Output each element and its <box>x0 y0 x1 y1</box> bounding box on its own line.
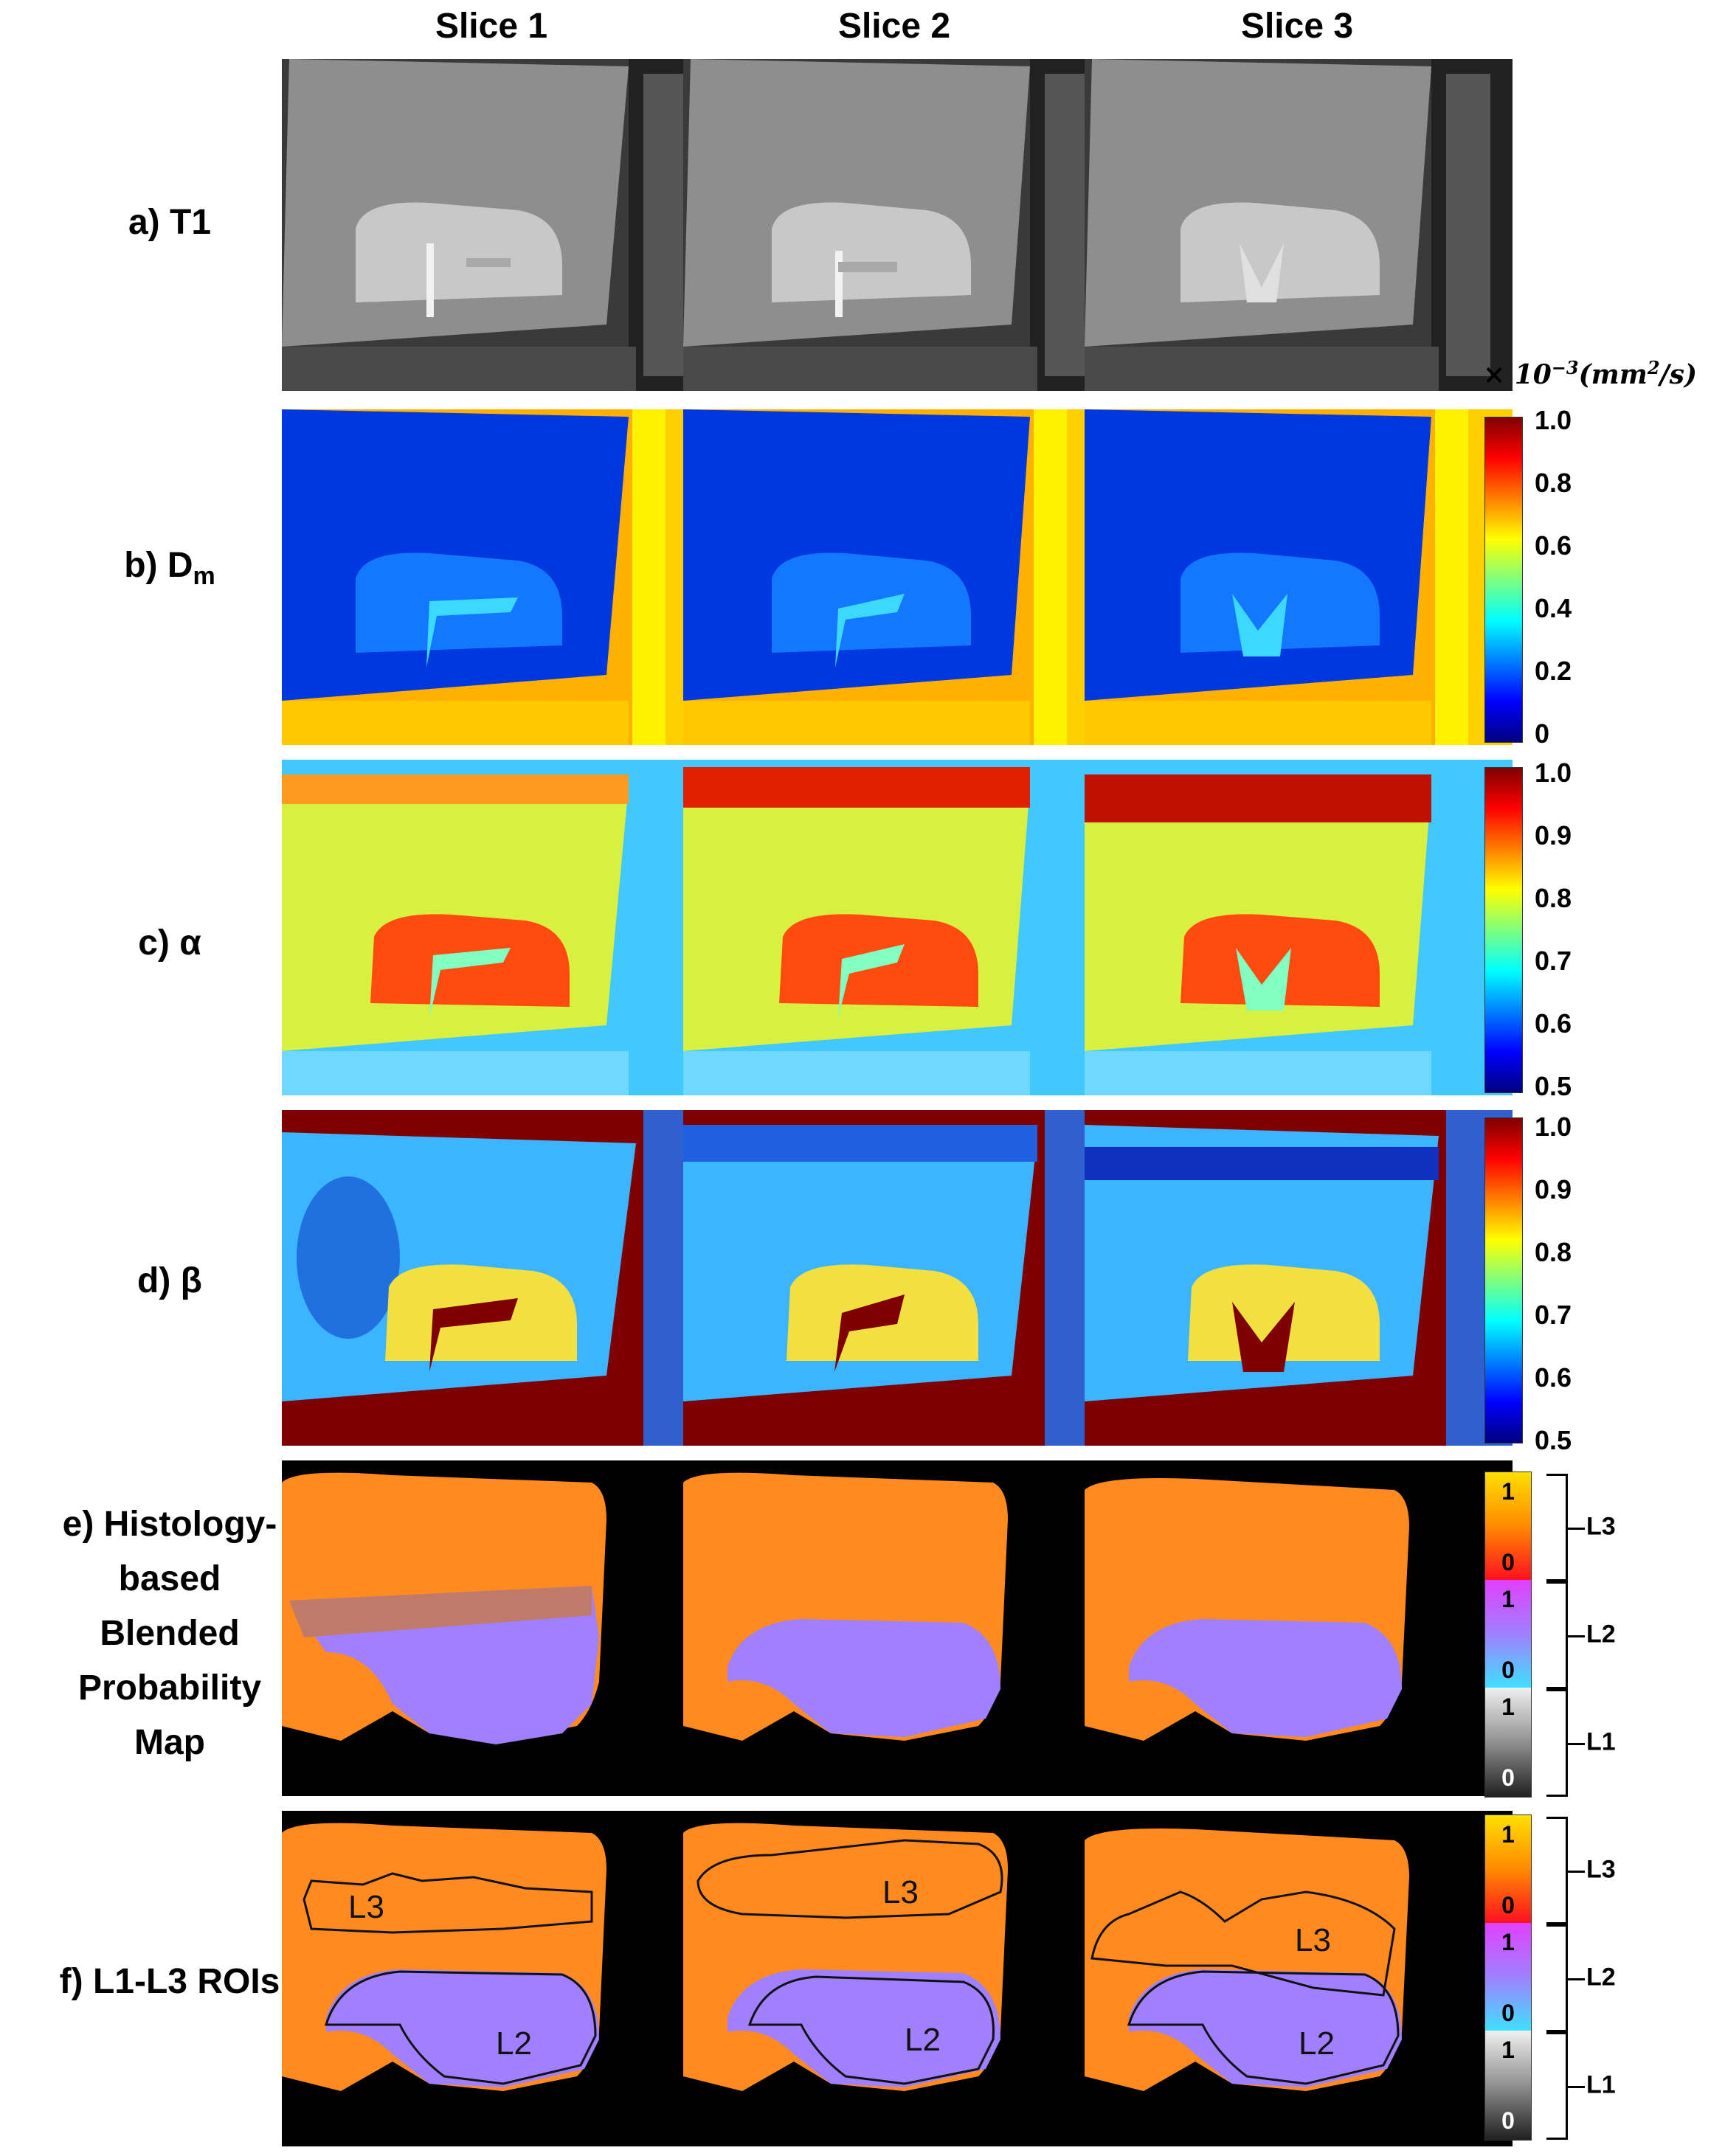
legend-f-name-l3: L3 <box>1586 1855 1616 1884</box>
colorbar-alpha <box>1484 767 1523 1093</box>
beta-tick-05: 0.5 <box>1535 1425 1572 1455</box>
panel-dm-slice-1 <box>282 409 710 745</box>
column-title-slice-2: Slice 2 <box>837 7 951 46</box>
legend-e-brace-l3 <box>1546 1474 1585 1581</box>
panel-dm-slice-2 <box>683 409 1111 745</box>
column-title-slice-3: Slice 3 <box>1240 7 1354 46</box>
probability-legend-f: 1 0 1 0 1 0 <box>1484 1814 1532 2141</box>
legend-f-name-l1: L1 <box>1586 2070 1616 2099</box>
dm-tick-0: 0 <box>1535 718 1550 749</box>
roi-label-l2: L2 <box>1299 2025 1335 2062</box>
panel-t1-slice-1 <box>282 59 710 391</box>
roi-label-l3: L3 <box>1295 1922 1331 1958</box>
beta-tick-06: 0.6 <box>1535 1362 1572 1393</box>
alpha-tick-06: 0.6 <box>1535 1008 1572 1039</box>
dm-tick-04: 0.4 <box>1535 593 1572 623</box>
roi-label-l2: L2 <box>905 2022 941 2058</box>
panel-dm-slice-3 <box>1085 409 1513 745</box>
beta-tick-08: 0.8 <box>1535 1237 1572 1267</box>
dm-tick-02: 0.2 <box>1535 656 1572 686</box>
panel-alpha-slice-3 <box>1085 760 1513 1095</box>
alpha-tick-07: 0.7 <box>1535 946 1572 976</box>
legend-f-name-l2: L2 <box>1586 1963 1616 1992</box>
roi-label-l2: L2 <box>496 2025 532 2062</box>
panel-t1-slice-3 <box>1085 59 1513 391</box>
legend-f-l2-bottom: 0 <box>1501 2000 1515 2026</box>
panel-roi-slice-2: L3 L2 <box>683 1811 1111 2146</box>
legend-f-brace-l1 <box>1546 2032 1585 2140</box>
legend-f-l2-top: 1 <box>1501 1929 1515 1955</box>
panel-beta-slice-1 <box>282 1110 710 1446</box>
beta-tick-10: 1.0 <box>1535 1112 1572 1142</box>
legend-e-l2-bottom: 0 <box>1501 1657 1515 1683</box>
row-label-dm: b) Dm <box>124 546 215 590</box>
legend-e-l2-top: 1 <box>1501 1586 1515 1612</box>
row-label-alpha: c) α <box>138 923 201 963</box>
row-label-rois: f) L1-L3 ROIs <box>59 1962 280 2001</box>
column-title-slice-1: Slice 1 <box>435 7 548 46</box>
panel-roi-slice-1: L3 L2 <box>282 1811 710 2146</box>
row-label-probability-map: e) Histology-based Blended Probability Map <box>62 1505 277 1762</box>
panel-probability-slice-1 <box>282 1460 710 1796</box>
probability-legend-e: 1 0 1 0 1 0 <box>1484 1472 1532 1798</box>
legend-e-l3-bottom: 0 <box>1501 1549 1515 1576</box>
colorbar-beta <box>1484 1117 1523 1443</box>
panel-alpha-slice-1 <box>282 760 710 1095</box>
dm-tick-10: 1.0 <box>1535 405 1572 435</box>
beta-tick-07: 0.7 <box>1535 1300 1572 1330</box>
legend-e-name-l3: L3 <box>1586 1512 1616 1541</box>
alpha-tick-10: 1.0 <box>1535 758 1572 788</box>
alpha-tick-05: 0.5 <box>1535 1071 1572 1101</box>
legend-e-brace-l2 <box>1546 1581 1585 1689</box>
legend-e-name-l1: L1 <box>1586 1727 1616 1756</box>
legend-e-l1-bottom: 0 <box>1501 1764 1515 1791</box>
roi-label-l3: L3 <box>348 1889 384 1925</box>
dm-tick-08: 0.8 <box>1535 468 1572 498</box>
legend-f-l3-top: 1 <box>1501 1821 1515 1848</box>
dm-tick-06: 0.6 <box>1535 530 1572 561</box>
legend-f-l1-top: 1 <box>1501 2037 1515 2063</box>
alpha-tick-09: 0.9 <box>1535 820 1572 850</box>
legend-f-brace-l2 <box>1546 1924 1585 2032</box>
panel-probability-slice-3 <box>1085 1460 1513 1796</box>
roi-label-l3: L3 <box>882 1874 919 1910</box>
panel-t1-slice-2 <box>683 59 1111 391</box>
panel-probability-slice-2 <box>683 1460 1111 1796</box>
legend-e-l1-top: 1 <box>1501 1694 1515 1720</box>
beta-tick-09: 0.9 <box>1535 1174 1572 1204</box>
legend-f-l3-bottom: 0 <box>1501 1892 1515 1918</box>
colorbar-unit-label: × 10−3(mm2/s) <box>1483 357 1697 390</box>
row-label-beta: d) β <box>137 1261 202 1300</box>
legend-e-brace-l1 <box>1546 1689 1585 1797</box>
legend-f-brace-l3 <box>1546 1817 1585 1924</box>
legend-f-l1-bottom: 0 <box>1501 2107 1515 2134</box>
row-label-t1: a) T1 <box>128 203 212 242</box>
panel-beta-slice-3 <box>1085 1110 1513 1446</box>
legend-e-name-l2: L2 <box>1586 1620 1616 1649</box>
legend-e-l3-top: 1 <box>1501 1478 1515 1505</box>
panel-beta-slice-2 <box>683 1110 1111 1446</box>
colorbar-dm <box>1484 417 1523 743</box>
alpha-tick-08: 0.8 <box>1535 883 1572 913</box>
panel-roi-slice-3: L3 L2 <box>1085 1811 1513 2146</box>
panel-alpha-slice-2 <box>683 760 1111 1095</box>
